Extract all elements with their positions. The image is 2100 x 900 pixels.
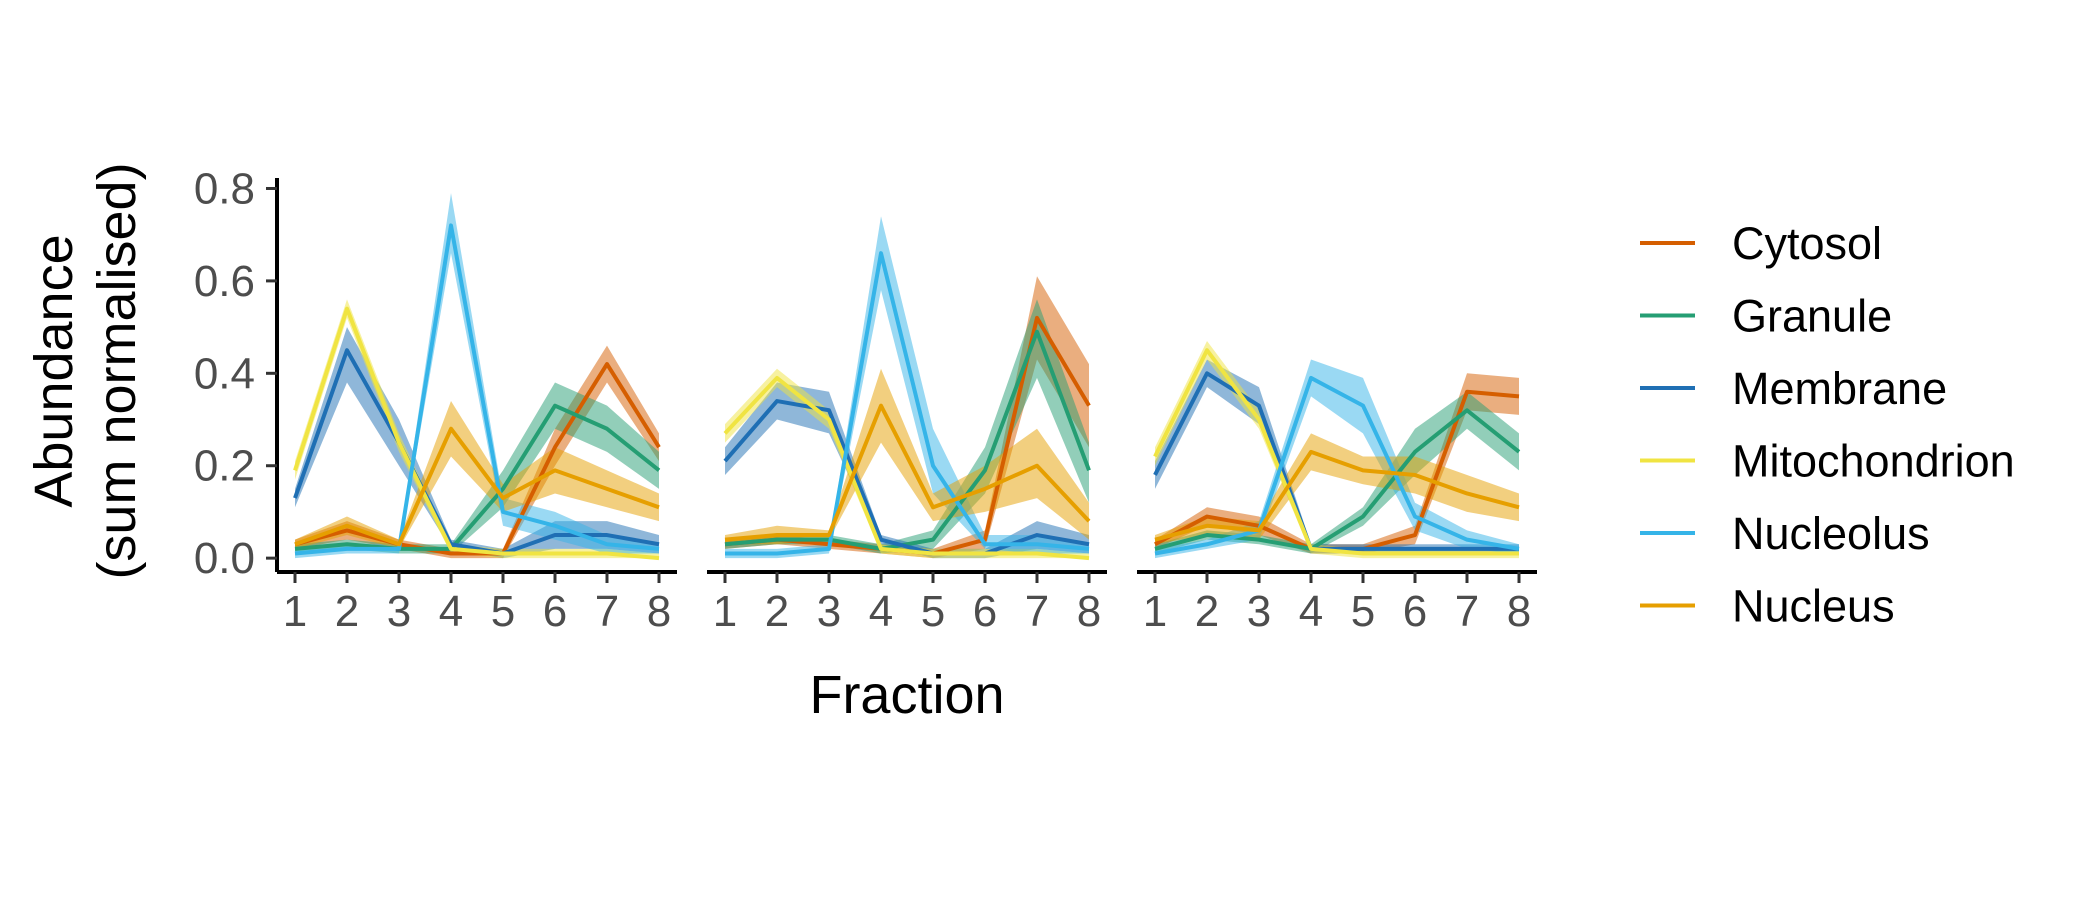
- ribbon-cytosol: [1155, 373, 1519, 554]
- x-axis-title: Fraction: [809, 665, 1004, 725]
- ribbon-nucleolus: [1155, 359, 1519, 559]
- y-tick-label: 0.4: [194, 349, 255, 398]
- line-nucleus: [1154, 449, 1520, 542]
- x-tick-label: 6: [1403, 587, 1427, 636]
- chart-panels: 1 2 3 4 5 6 7 80.00.20.40.60.81 2 3 4 5 6 7 8 1 2 3 4 5 6 7 8: [194, 164, 1537, 636]
- line-nucleolus: [294, 223, 660, 556]
- x-tick-label: 2: [1195, 587, 1219, 636]
- x-tick-label: 8: [1077, 587, 1101, 636]
- line-cytosol: [294, 362, 661, 556]
- y-tick-label: 0.0: [194, 534, 255, 583]
- ribbon-mitochondrion: [725, 368, 1089, 559]
- legend-label: Granule: [1732, 291, 1892, 342]
- x-tick-label: 1: [713, 587, 737, 636]
- x-tick-label: 5: [491, 587, 515, 636]
- x-tick-label: 8: [1507, 587, 1531, 636]
- line-nucleolus: [725, 251, 1090, 556]
- line-membrane: [1153, 371, 1519, 551]
- legend-item-nucleus: Nucleus: [1640, 581, 1895, 632]
- ribbon-nucleus: [1155, 433, 1519, 545]
- legend-label: Nucleus: [1732, 581, 1895, 632]
- x-tick-label: 4: [1299, 587, 1323, 636]
- x-tick-label: 3: [817, 587, 841, 636]
- x-tick-label: 4: [869, 587, 893, 636]
- x-tick-label: 5: [1351, 587, 1375, 636]
- ribbon-membrane: [725, 382, 1089, 559]
- x-tick-label: 2: [765, 587, 789, 636]
- legend-label: Nucleolus: [1732, 508, 1930, 559]
- x-tick-label: 4: [439, 587, 463, 636]
- x-tick-label: 7: [595, 587, 619, 636]
- ribbon-granule: [1155, 391, 1519, 554]
- legend-label: Cytosol: [1732, 218, 1882, 269]
- ribbon-nucleolus: [725, 216, 1089, 559]
- legend-label: Mitochondrion: [1732, 436, 2015, 487]
- line-mitochondrion: [723, 375, 1090, 561]
- line-granule: [1154, 408, 1521, 551]
- y-tick-label: 0.8: [194, 164, 255, 213]
- line-nucleus: [294, 426, 660, 547]
- x-tick-label: 1: [283, 587, 307, 636]
- y-axis-title-line: Abundance: [24, 234, 84, 507]
- ribbon-membrane: [295, 327, 659, 559]
- legend-item-granule: Granule: [1640, 291, 1892, 342]
- x-tick-label: 8: [647, 587, 671, 636]
- x-tick-label: 3: [1247, 587, 1271, 636]
- x-tick-label: 5: [921, 587, 945, 636]
- ribbon-nucleus: [295, 401, 659, 549]
- x-tick-label: 1: [1143, 587, 1167, 636]
- panel-1: 1 2 3 4 5 6 7 8 0.0 0.2 0.4 0.6 0.8: [194, 164, 677, 636]
- x-tick-label: 7: [1455, 587, 1479, 636]
- y-axis-title: Abundance (sum normalised): [24, 162, 147, 579]
- legend-item-nucleolus: Nucleolus: [1640, 508, 1930, 559]
- x-tick-label: 2: [335, 587, 359, 636]
- y-tick-label: 0.6: [194, 257, 255, 306]
- legend-item-mitochondrion: Mitochondrion: [1640, 436, 2015, 487]
- x-tick-label: 3: [387, 587, 411, 636]
- x-tick-label: 7: [1025, 587, 1049, 636]
- line-mitochondrion: [293, 306, 660, 561]
- line-nucleus: [724, 403, 1091, 542]
- legend-item-cytosol: Cytosol: [1640, 218, 1882, 269]
- legend-label: Membrane: [1732, 363, 1947, 414]
- x-tick-label: 6: [543, 587, 567, 636]
- y-tick-label: 0.2: [194, 442, 255, 491]
- line-granule: [724, 329, 1091, 551]
- line-nucleolus: [1154, 375, 1520, 556]
- x-tick-label: 6: [973, 587, 997, 636]
- y-axis-title-line: (sum normalised): [87, 162, 147, 579]
- legend-item-membrane: Membrane: [1640, 363, 1947, 414]
- line-membrane: [723, 399, 1090, 556]
- line-granule: [294, 403, 661, 551]
- line-membrane: [293, 348, 660, 556]
- line-mitochondrion: [1153, 348, 1519, 556]
- legend: Cytosol Granule Membrane Mitochondrion Nucle…: [1640, 218, 2015, 632]
